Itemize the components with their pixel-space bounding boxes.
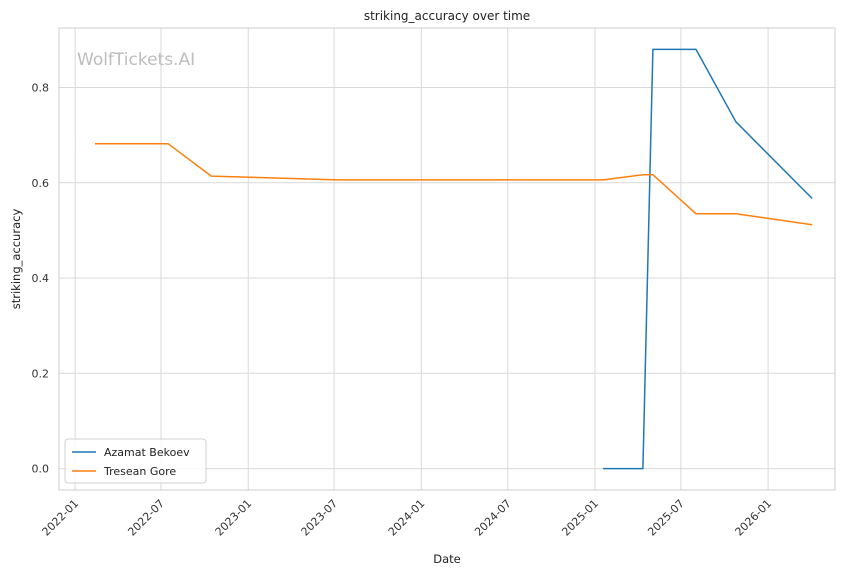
legend: Azamat Bekoev Tresean Gore [64,438,207,484]
plot-background [59,28,835,490]
y-tick-label: 0.6 [32,177,50,190]
x-tick-label: 2024-01 [386,497,428,539]
x-tick-label: 2024-07 [472,497,514,539]
y-tick-label: 0.4 [32,272,50,285]
x-tick-label: 2025-07 [645,497,687,539]
grid [59,28,835,490]
series-line-tresean-gore [95,142,813,226]
x-tick-label: 2022-01 [40,497,82,539]
chart-title: striking_accuracy over time [364,9,530,23]
x-tick-label: 2026-01 [733,497,775,539]
x-tick-label: 2025-01 [559,497,601,539]
y-ticks: 0.0 0.2 0.4 0.6 0.8 [32,82,50,476]
y-tick-label: 0.8 [32,82,50,95]
y-axis-label: striking_accuracy [9,209,23,310]
series-lines [95,48,813,470]
x-axis-label: Date [433,552,461,566]
y-tick-label: 0.2 [32,367,50,380]
x-tick-label: 2023-01 [213,497,255,539]
series-line-azamat-bekoev [603,48,813,470]
plot-frame [58,27,836,491]
legend-box [64,438,207,484]
y-tick-label: 0.0 [32,463,50,476]
watermark: WolfTickets.AI [77,50,195,70]
legend-label-tresean-gore: Tresean Gore [103,465,176,478]
legend-label-azamat-bekoev: Azamat Bekoev [104,446,190,459]
x-tick-label: 2023-07 [299,497,341,539]
x-ticks: 2022-01 2022-07 2023-01 2023-07 2024-01 2024-… [40,497,775,539]
x-tick-label: 2022-07 [125,497,167,539]
